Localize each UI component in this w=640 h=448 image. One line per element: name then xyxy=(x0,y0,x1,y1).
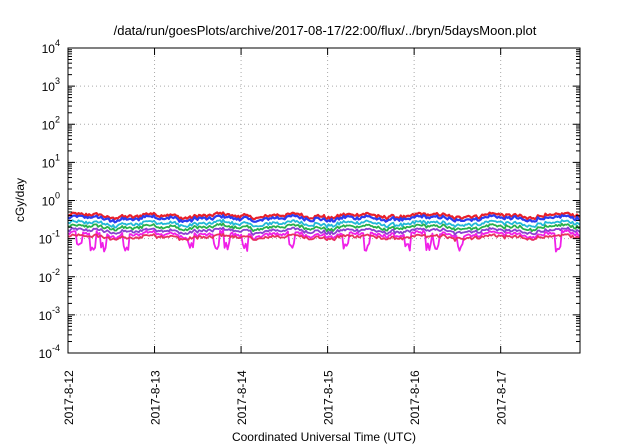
series-line xyxy=(67,211,581,221)
y-axis-label: cGy/day xyxy=(13,178,27,222)
y-tick-label: 10-3 xyxy=(39,305,60,323)
x-axis: 2017-8-12 2017-8-13 2017-8-14 2017-8-15 2017… xyxy=(62,48,509,425)
x-axis-label: Coordinated Universal Time (UTC) xyxy=(232,430,416,444)
series-line xyxy=(67,229,581,253)
x-tick-label: 2017-8-17 xyxy=(495,370,509,425)
y-tick-label: 10-1 xyxy=(39,229,60,247)
x-tick-label: 2017-8-12 xyxy=(62,370,76,425)
y-tick-label: 101 xyxy=(42,152,60,170)
y-tick-label: 103 xyxy=(42,76,60,94)
y-tick-label: 100 xyxy=(42,191,60,209)
y-tick-label: 10-4 xyxy=(39,343,60,361)
x-tick-label: 2017-8-15 xyxy=(322,370,336,425)
y-axis: 104 103 102 101 100 10-1 10-2 10-3 10-4 xyxy=(39,38,580,361)
x-tick-label: 2017-8-13 xyxy=(149,370,163,425)
x-tick-label: 2017-8-14 xyxy=(235,370,249,425)
x-tick-label: 2017-8-16 xyxy=(408,370,422,425)
series-line xyxy=(67,214,581,224)
series-line xyxy=(67,218,581,229)
y-tick-label: 104 xyxy=(42,38,60,56)
y-tick-label: 102 xyxy=(42,114,60,132)
y-tick-label: 10-2 xyxy=(39,267,60,285)
series-line xyxy=(67,222,581,233)
grid xyxy=(68,48,580,353)
chart-title: /data/run/goesPlots/archive/2017-08-17/2… xyxy=(114,23,537,38)
series-group xyxy=(67,211,581,253)
series-line xyxy=(67,226,581,236)
series-line xyxy=(67,233,581,242)
